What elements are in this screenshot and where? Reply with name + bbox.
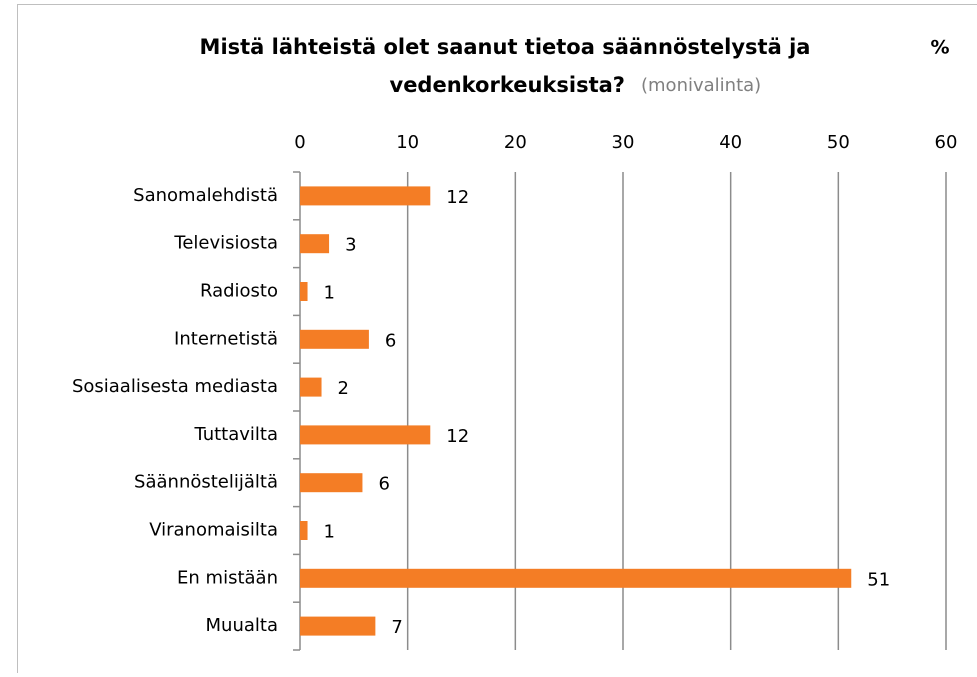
bar (300, 569, 851, 588)
x-tick-label: 0 (294, 132, 305, 153)
bar (300, 282, 308, 301)
bar (300, 425, 430, 444)
bar (300, 186, 430, 205)
y-tick-label: Internetistä (174, 328, 278, 349)
y-tick-label: Muualta (206, 615, 278, 636)
chart-title: Mistä lähteistä olet saanut tietoa säänn… (200, 35, 811, 59)
data-label: 1 (324, 283, 335, 304)
y-tick-label: Radiosto (200, 281, 278, 302)
data-label: 6 (385, 330, 396, 351)
y-tick-label: Televisiosta (173, 233, 278, 254)
y-tick-label: Sanomalehdistä (133, 185, 278, 206)
data-label: 6 (378, 474, 389, 495)
x-tick-label: 30 (612, 132, 635, 153)
bar (300, 234, 329, 253)
data-label: 2 (338, 378, 349, 399)
y-tick-label: Viranomaisilta (149, 520, 278, 541)
data-label: 12 (446, 187, 469, 208)
data-label: 1 (324, 522, 335, 543)
data-label: 51 (867, 569, 890, 590)
unit-label: % (930, 37, 949, 59)
y-tick-label: En mistään (177, 567, 278, 588)
chart-subtitle: (monivalinta) (641, 75, 761, 96)
data-label: 7 (391, 617, 402, 638)
x-tick-label: 40 (719, 132, 742, 153)
x-tick-label: 60 (935, 132, 958, 153)
bar (300, 378, 322, 397)
y-tick-label: Sosiaalisesta mediasta (72, 376, 278, 397)
chart-title: vedenkorkeuksista? (390, 73, 626, 97)
bar (300, 521, 308, 540)
y-tick-label: Tuttavilta (193, 424, 278, 445)
y-tick-label: Säännöstelijältä (134, 472, 278, 493)
data-label: 12 (446, 426, 469, 447)
data-label: 3 (345, 235, 356, 256)
bar (300, 330, 369, 349)
x-tick-label: 20 (504, 132, 527, 153)
bar (300, 617, 375, 636)
x-tick-label: 10 (396, 132, 419, 153)
x-tick-label: 50 (827, 132, 850, 153)
bar (300, 473, 362, 492)
